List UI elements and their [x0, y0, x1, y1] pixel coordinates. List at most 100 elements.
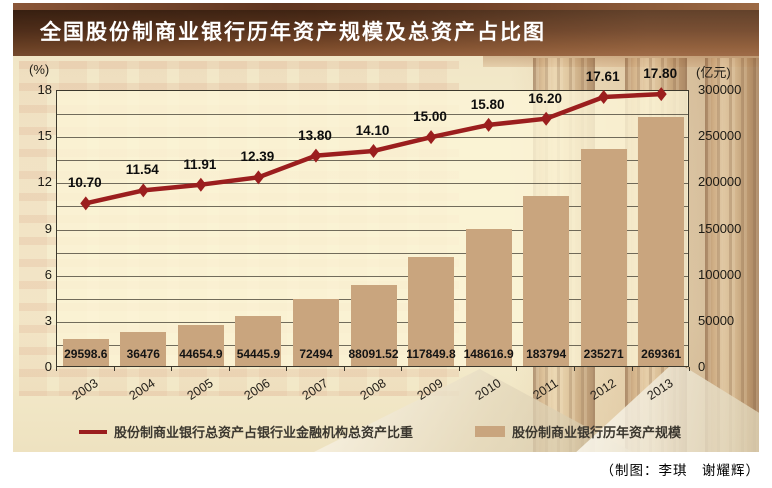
- data-point-marker: [655, 87, 667, 102]
- data-point-marker: [483, 117, 495, 132]
- line-value-label: 15.80: [470, 96, 505, 112]
- line-value-label: 17.61: [585, 69, 620, 84]
- combo-chart: (%) (亿元) 29598.6 36476 44654.9 54445.9 72494…: [13, 3, 759, 452]
- data-point-marker: [368, 144, 379, 159]
- bar-2006: [235, 315, 282, 366]
- right-axis-tick-label: 200000: [698, 174, 742, 190]
- right-axis-tick-label: 100000: [698, 266, 742, 282]
- plot-area: 29598.6 36476 44654.9 54445.9 72494 88091.52 1…: [56, 87, 689, 367]
- legend-item-line: 股份制商业银行总资产占银行业金融机构总资产比重: [79, 422, 413, 441]
- bar-value-label: 117849.8: [406, 347, 456, 361]
- bar-value-label: 29598.6: [64, 347, 108, 361]
- gridline: [57, 252, 688, 254]
- x-axis-tick: [516, 367, 518, 371]
- right-axis-tick-label: 50000: [698, 312, 735, 328]
- right-axis-tick-label: 250000: [698, 128, 742, 144]
- bar-2012: [580, 148, 627, 366]
- left-axis-unit-label: (%): [29, 62, 50, 77]
- x-axis-tick: [458, 367, 460, 371]
- x-axis-tick: [171, 367, 173, 371]
- title-banner: 全国股份制商业银行历年资产规模及总资产占比图: [13, 10, 759, 56]
- gridline: [57, 206, 688, 208]
- line-value-label: 17.80: [643, 66, 678, 82]
- data-point-marker: [425, 130, 437, 145]
- line-value-label: 15.00: [413, 109, 447, 125]
- x-axis-label-2007: 2007: [299, 376, 331, 403]
- x-axis-label-2006: 2006: [242, 376, 274, 403]
- line-value-label: 11.91: [183, 156, 217, 172]
- bar-value-label: 72494: [299, 347, 333, 361]
- bar-2013: [638, 117, 685, 366]
- x-axis-tick: [631, 367, 633, 371]
- credit-text: （制图：李琪 谢耀辉）: [600, 463, 760, 478]
- data-point-marker: [195, 177, 207, 192]
- left-axis-tick-label: 9: [44, 220, 52, 236]
- gridline: [57, 229, 688, 231]
- x-axis-tick: [343, 367, 345, 371]
- background-top-band: [13, 3, 759, 10]
- right-axis-tick-label: 0: [698, 359, 706, 374]
- x-axis-label-2005: 2005: [184, 376, 216, 403]
- left-axis-tick-label: 3: [44, 312, 52, 328]
- data-point-marker: [598, 90, 610, 105]
- bar-2004: [120, 332, 167, 366]
- line-value-label: 10.70: [67, 175, 102, 191]
- x-axis-label-2013: 2013: [644, 376, 676, 403]
- trend-line-layer: [80, 87, 667, 211]
- legend: 股份制商业银行总资产占银行业金融机构总资产比重 股份制商业银行历年资产规模: [13, 422, 759, 440]
- x-axis-tick: [286, 367, 288, 371]
- bar-value-label: 183794: [526, 347, 567, 361]
- bar-2009: [408, 257, 454, 366]
- gridline: [57, 275, 688, 277]
- bar-2011: [523, 196, 570, 366]
- x-axis-label-2003: 2003: [69, 376, 101, 403]
- bar-value-label: 88091.52: [348, 347, 399, 361]
- right-axis-unit-label: (亿元): [696, 65, 731, 80]
- x-axis-tick: [228, 367, 230, 371]
- bar-2010: [465, 228, 512, 366]
- data-point-marker: [310, 148, 322, 163]
- bar-2005: [177, 324, 224, 366]
- x-axis-label-2008: 2008: [357, 376, 389, 403]
- legend-bar-swatch: [475, 426, 505, 437]
- line-value-label: 11.54: [125, 162, 159, 178]
- left-axis-tick-label: 6: [44, 266, 52, 282]
- bar-value-label: 54445.9: [236, 347, 281, 361]
- data-point-marker: [80, 196, 92, 211]
- line-value-label: 13.80: [298, 127, 332, 143]
- right-axis-tick-label: 150000: [698, 220, 742, 236]
- chart-title: 全国股份制商业银行历年资产规模及总资产占比图: [40, 21, 546, 44]
- bar-value-label: 148616.9: [463, 347, 514, 361]
- x-axis-tick: [689, 367, 690, 371]
- x-axis-tick: [113, 367, 115, 371]
- bar-2007: [293, 299, 339, 366]
- gridline: [57, 114, 688, 116]
- legend-line-label: 股份制商业银行总资产占银行业金融机构总资产比重: [114, 425, 414, 440]
- right-axis-tick-label: 300000: [698, 82, 742, 97]
- gridline: [57, 183, 688, 185]
- bar-value-label: 235271: [583, 347, 624, 361]
- x-axis-label-2004: 2004: [126, 376, 158, 403]
- bar-2008: [350, 284, 397, 366]
- line-value-label: 12.39: [240, 149, 275, 165]
- data-point-marker: [540, 111, 552, 126]
- line-value-label: 16.20: [528, 90, 562, 106]
- x-axis-label-2011: 2011: [530, 376, 561, 403]
- bar-value-label: 44654.9: [179, 347, 223, 361]
- line-value-label: 14.10: [355, 123, 390, 138]
- bar-value-label: 269361: [641, 347, 682, 361]
- x-axis-tick: [56, 367, 57, 371]
- x-axis-tick: [401, 367, 403, 371]
- gridline: [57, 160, 688, 162]
- bar-2003: [62, 338, 109, 366]
- x-axis-label-2012: 2012: [587, 376, 619, 403]
- x-axis-tick: [573, 367, 575, 371]
- infographic-canvas: 全国股份制商业银行历年资产规模及总资产占比图 (%) (亿元) 29598.6 3…: [13, 3, 759, 452]
- bar-value-label: 36476: [126, 347, 160, 361]
- left-axis-tick-label: 18: [37, 82, 52, 97]
- x-axis-label-2009: 2009: [414, 376, 446, 403]
- x-axis-label-2010: 2010: [472, 376, 504, 403]
- legend-bar-label: 股份制商业银行历年资产规模: [512, 425, 682, 440]
- data-point-marker: [252, 170, 264, 185]
